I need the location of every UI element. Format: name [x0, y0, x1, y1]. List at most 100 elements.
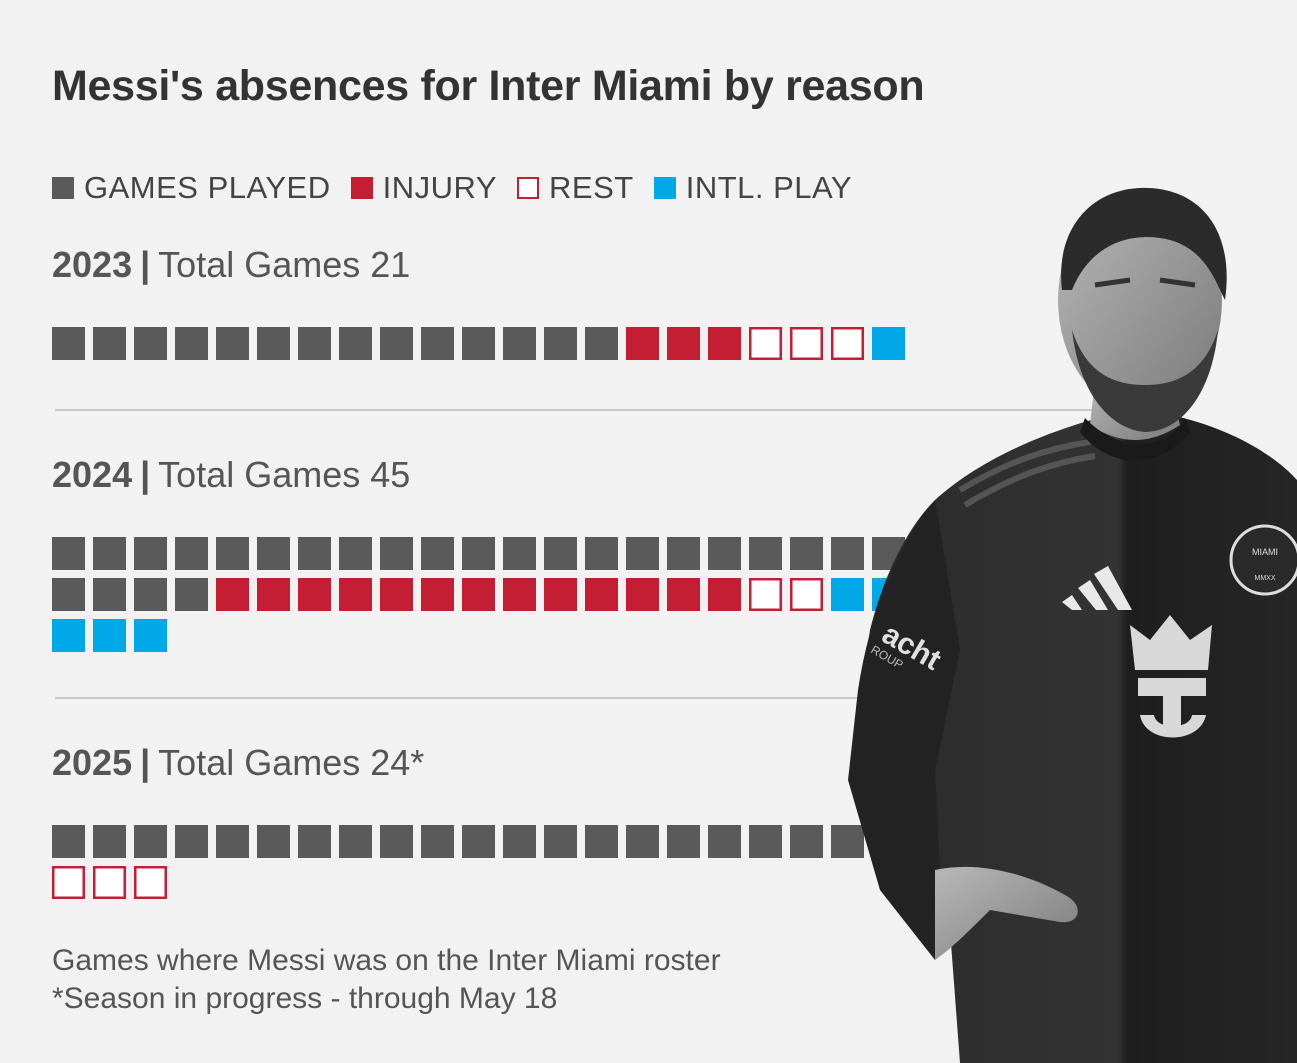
waffle-square-2025-played: [544, 825, 577, 858]
waffle-square-2025-played: [503, 825, 536, 858]
waffle-square-2023-played: [298, 327, 331, 360]
section-total-2024: Total Games 45: [158, 454, 411, 495]
section-total-2025: Total Games 24*: [158, 742, 425, 783]
waffle-square-2023-played: [134, 327, 167, 360]
waffle-square-2023-injury: [667, 327, 700, 360]
waffle-square-2023-played: [216, 327, 249, 360]
waffle-square-2025-played: [298, 825, 331, 858]
waffle-square-2023-played: [93, 327, 126, 360]
legend-swatch-injury: [350, 177, 373, 199]
waffle-square-2025-rest: [134, 866, 167, 899]
section-label-2025: 2025 | Total Games 24*: [52, 742, 424, 784]
legend-swatch-intl: [653, 177, 676, 199]
legend: GAMES PLAYED INJURY REST INTL. PLAY: [52, 170, 872, 206]
waffle-square-2025-played: [462, 825, 495, 858]
waffle-square-2023-rest: [831, 327, 864, 360]
section-separator: |: [140, 454, 151, 495]
waffle-square-2025-played: [749, 825, 782, 858]
waffle-square-2024-injury: [380, 578, 413, 611]
legend-swatch-played: [52, 177, 74, 199]
crest-text: MIAMI: [1252, 547, 1278, 557]
waffle-square-2023-played: [421, 327, 454, 360]
waffle-square-2024-injury: [462, 578, 495, 611]
crest-year: MMXX: [1255, 575, 1276, 582]
waffle-square-2024-played: [298, 537, 331, 570]
legend-swatch-rest: [517, 177, 540, 199]
waffle-square-2024-injury: [503, 578, 536, 611]
legend-item-rest: REST: [517, 170, 634, 206]
waffle-square-2024-played: [503, 537, 536, 570]
waffle-square-2023-injury: [626, 327, 659, 360]
legend-label-rest: REST: [549, 170, 634, 205]
waffle-square-2025-played: [626, 825, 659, 858]
legend-label-intl: INTL. PLAY: [685, 170, 853, 205]
section-separator: |: [140, 742, 151, 783]
waffle-square-2024-intl: [831, 578, 864, 611]
waffle-square-2024-played: [708, 537, 741, 570]
waffle-square-2025-rest: [52, 866, 85, 899]
waffle-square-2024-played: [544, 537, 577, 570]
waffle-square-2025-played: [380, 825, 413, 858]
waffle-square-2023-played: [339, 327, 372, 360]
waffle-square-2023-played: [175, 327, 208, 360]
divider-2024-2025: [55, 697, 1100, 699]
divider-2023-2024: [55, 409, 1100, 411]
waffle-square-2023-played: [52, 327, 85, 360]
waffle-square-2024-played: [749, 537, 782, 570]
waffle-square-2024-played: [585, 537, 618, 570]
legend-label-played: GAMES PLAYED: [84, 170, 331, 205]
waffle-square-2024-played: [790, 537, 823, 570]
waffle-square-2025-played: [339, 825, 372, 858]
waffle-square-2024-intl: [134, 619, 167, 652]
waffle-square-2024-played: [93, 537, 126, 570]
chart-title: Messi's absences for Inter Miami by reas…: [52, 62, 925, 110]
waffle-square-2024-injury: [544, 578, 577, 611]
waffle-square-2025-played: [52, 825, 85, 858]
sponsor-crown-icon: [1130, 615, 1212, 738]
waffle-square-2024-played: [667, 537, 700, 570]
waffle-square-2023-rest: [790, 327, 823, 360]
adidas-logo-icon: [1062, 566, 1132, 610]
waffle-square-2024-played: [462, 537, 495, 570]
waffle-square-2023-played: [585, 327, 618, 360]
footnote-roster: Games where Messi was on the Inter Miami…: [52, 944, 721, 977]
waffle-square-2023-played: [544, 327, 577, 360]
section-label-2024: 2024 | Total Games 45: [52, 454, 410, 496]
waffle-square-2024-injury: [421, 578, 454, 611]
section-year-2025: 2025: [52, 742, 133, 783]
legend-label-injury: INJURY: [382, 170, 498, 205]
waffle-square-2024-injury: [298, 578, 331, 611]
waffle-square-2025-played: [667, 825, 700, 858]
player-photo: MIAMI MMXX acht ROUP: [848, 187, 1297, 1063]
waffle-square-2024-played: [52, 537, 85, 570]
waffle-square-2025-played: [175, 825, 208, 858]
section-year-2023: 2023: [52, 244, 133, 285]
waffle-square-2023-played: [257, 327, 290, 360]
section-label-2023: 2023 | Total Games 21: [52, 244, 410, 286]
waffle-square-2024-injury: [216, 578, 249, 611]
waffle-square-2024-injury: [626, 578, 659, 611]
waffle-square-2024-played: [52, 578, 85, 611]
waffle-square-2024-injury: [339, 578, 372, 611]
waffle-square-2025-played: [216, 825, 249, 858]
waffle-square-2025-played: [585, 825, 618, 858]
legend-item-injury: INJURY: [350, 170, 498, 206]
waffle-square-2024-played: [93, 578, 126, 611]
waffle-square-2024-rest: [790, 578, 823, 611]
waffle-square-2024-played: [175, 537, 208, 570]
waffle-square-2024-injury: [585, 578, 618, 611]
waffle-square-2023-played: [503, 327, 536, 360]
footnote-season: *Season in progress - through May 18: [52, 982, 558, 1015]
waffle-square-2024-played: [134, 537, 167, 570]
waffle-square-2023-played: [380, 327, 413, 360]
waffle-square-2024-injury: [257, 578, 290, 611]
waffle-square-2025-played: [93, 825, 126, 858]
waffle-square-2024-played: [134, 578, 167, 611]
waffle-square-2024-injury: [667, 578, 700, 611]
waffle-square-2024-played: [339, 537, 372, 570]
waffle-square-2024-intl: [52, 619, 85, 652]
section-year-2024: 2024: [52, 454, 133, 495]
waffle-square-2025-played: [421, 825, 454, 858]
waffle-square-2024-played: [380, 537, 413, 570]
waffle-square-2025-rest: [93, 866, 126, 899]
